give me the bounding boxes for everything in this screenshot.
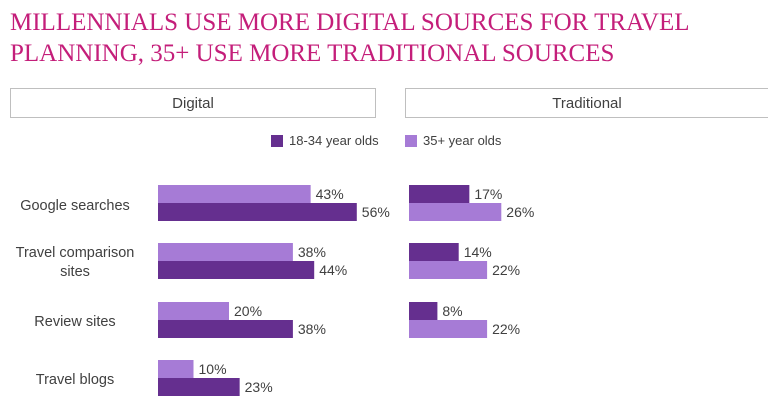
panel-header-digital: Digital bbox=[10, 88, 376, 118]
bar-traditional-35-year-olds-3 bbox=[409, 320, 488, 338]
legend-label-18-34: 18-34 year olds bbox=[289, 133, 379, 148]
bar-traditional-35-year-olds-2 bbox=[409, 261, 488, 279]
bar-traditional-18-34-year-olds-1 bbox=[409, 185, 470, 203]
category-label-line: Google searches bbox=[20, 197, 130, 214]
category-label-travel-blogs: Travel blogs bbox=[0, 371, 150, 390]
data-label-traditional-18-34-year-olds-1: 17% bbox=[474, 186, 502, 202]
bar-traditional-18-34-year-olds-3 bbox=[409, 302, 438, 320]
bar-digital-35-year-olds-4 bbox=[158, 360, 194, 378]
data-label-digital-35-year-olds-1: 43% bbox=[316, 186, 344, 202]
bar-digital-18-34-year-olds-4 bbox=[158, 378, 240, 396]
legend-swatch-18-34 bbox=[271, 134, 283, 147]
panel-header-digital-label: Digital bbox=[172, 94, 214, 112]
category-label-line: sites bbox=[60, 264, 90, 280]
data-label-traditional-35-year-olds-1: 26% bbox=[506, 204, 534, 220]
data-label-digital-18-34-year-olds-4: 23% bbox=[245, 379, 273, 395]
legend-item-18-34: 18-34 year olds bbox=[271, 133, 379, 148]
data-label-digital-35-year-olds-3: 20% bbox=[234, 303, 262, 319]
bar-digital-18-34-year-olds-2 bbox=[158, 261, 315, 279]
data-label-traditional-18-34-year-olds-2: 14% bbox=[464, 244, 492, 260]
bar-digital-35-year-olds-1 bbox=[158, 185, 311, 203]
chart-title: MILLENNIALS USE MORE DIGITAL SOURCES FOR… bbox=[10, 7, 750, 69]
legend-item-35-plus: 35+ year olds bbox=[405, 133, 501, 148]
legend-label-35-plus: 35+ year olds bbox=[423, 133, 502, 148]
title-line-1: MILLENNIALS USE MORE DIGITAL SOURCES FOR… bbox=[10, 9, 690, 36]
data-label-digital-18-34-year-olds-3: 38% bbox=[298, 321, 326, 337]
data-label-traditional-35-year-olds-2: 22% bbox=[492, 262, 520, 278]
data-label-digital-18-34-year-olds-1: 56% bbox=[362, 204, 390, 220]
bar-digital-18-34-year-olds-3 bbox=[158, 320, 293, 338]
data-label-digital-18-34-year-olds-2: 44% bbox=[319, 262, 347, 278]
data-label-traditional-35-year-olds-3: 22% bbox=[492, 321, 520, 337]
data-label-digital-35-year-olds-4: 10% bbox=[199, 361, 227, 377]
category-label-review-sites: Review sites bbox=[0, 313, 150, 332]
bar-digital-35-year-olds-2 bbox=[158, 243, 293, 261]
category-label-google-searches: Google searches bbox=[0, 197, 150, 216]
bar-digital-18-34-year-olds-1 bbox=[158, 203, 357, 221]
legend-swatch-35-plus bbox=[405, 134, 417, 147]
data-label-digital-35-year-olds-2: 38% bbox=[298, 244, 326, 260]
category-label-line: Review sites bbox=[34, 313, 116, 330]
panel-header-traditional: Traditional bbox=[405, 88, 768, 118]
title-line-2: PLANNING, 35+ USE MORE TRADITIONAL SOURC… bbox=[10, 40, 615, 67]
bar-digital-35-year-olds-3 bbox=[158, 302, 229, 320]
category-label-travel-comparison-sites: Travel comparison sites bbox=[0, 244, 150, 282]
bar-traditional-18-34-year-olds-2 bbox=[409, 243, 459, 261]
category-label-line: Travel blogs bbox=[35, 371, 115, 388]
category-label-line: Travel comparison bbox=[15, 245, 135, 261]
bar-traditional-35-year-olds-1 bbox=[409, 203, 502, 221]
panel-header-traditional-label: Traditional bbox=[552, 94, 622, 112]
data-label-traditional-18-34-year-olds-3: 8% bbox=[442, 303, 462, 319]
